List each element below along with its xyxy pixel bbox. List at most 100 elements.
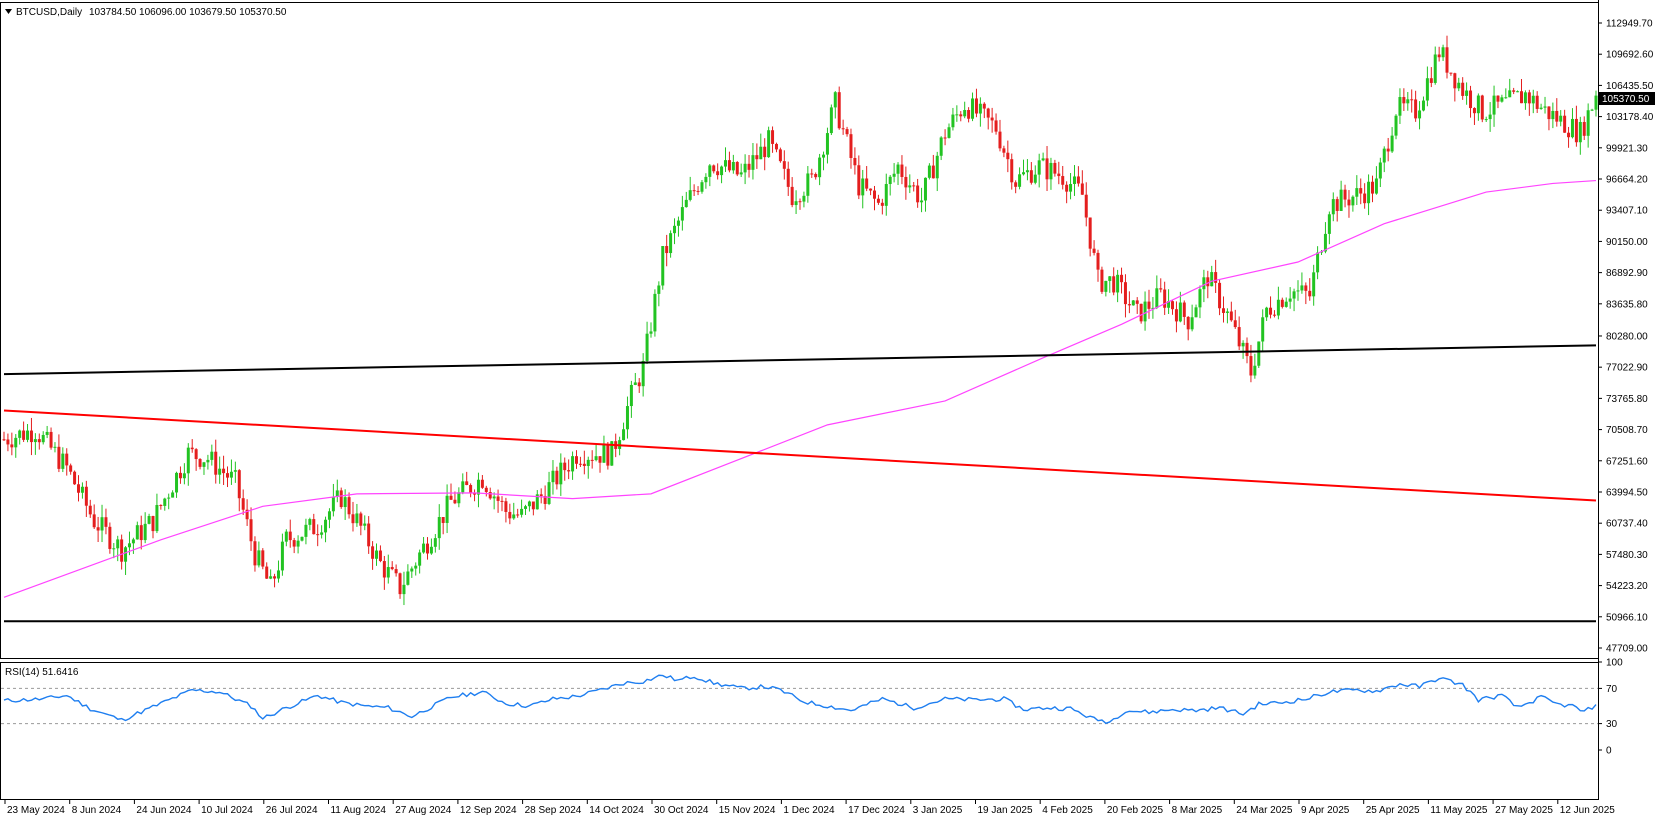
- candle-body: [778, 149, 782, 162]
- candle-body: [1029, 170, 1033, 183]
- candle-body: [469, 485, 473, 493]
- candle-body: [1339, 189, 1343, 211]
- candle-body: [461, 481, 465, 493]
- candle-body: [280, 541, 284, 571]
- candle-body: [594, 456, 598, 461]
- candle-body: [10, 444, 14, 448]
- header-triangle-icon[interactable]: [5, 9, 12, 14]
- candle-body: [1441, 47, 1445, 58]
- candle-body: [833, 92, 837, 108]
- candle-body: [888, 176, 892, 185]
- candle-body: [1229, 311, 1233, 321]
- candle-body: [249, 519, 253, 542]
- candle-body: [480, 479, 484, 488]
- candle-body: [1194, 307, 1198, 318]
- candle-body: [622, 429, 626, 441]
- candle-body: [131, 539, 135, 544]
- candle-body: [669, 233, 673, 254]
- candle-body: [1269, 307, 1273, 315]
- candle-body: [680, 207, 684, 221]
- rsi-tick-label: 70: [1606, 684, 1618, 695]
- candle-body: [171, 492, 175, 498]
- y-tick-label: 99921.30: [1606, 143, 1648, 154]
- candle-body: [1308, 290, 1312, 297]
- rsi-line: [3, 674, 1597, 725]
- candle-body: [1437, 54, 1441, 58]
- x-tick-label: 25 Apr 2025: [1366, 805, 1420, 816]
- trendline-black[interactable]: [3, 344, 1597, 376]
- candle-body: [92, 514, 96, 528]
- candle-body: [1582, 121, 1586, 136]
- candle-body: [829, 107, 833, 134]
- candle-body: [245, 509, 249, 520]
- candle-body: [402, 584, 406, 595]
- candle-body: [574, 456, 578, 464]
- rsi-tick-label: 100: [1606, 658, 1623, 669]
- price-badge-text: 105370.50: [1602, 94, 1650, 105]
- candle-body: [1112, 276, 1116, 293]
- y-tick-label: 54223.20: [1606, 581, 1648, 592]
- candle-body: [22, 430, 26, 440]
- candle-body: [551, 470, 555, 483]
- candle-body: [1206, 277, 1210, 287]
- candle-body: [77, 484, 81, 493]
- y-tick-label: 109692.60: [1606, 50, 1654, 61]
- candle-body: [582, 463, 586, 466]
- candle-body: [1092, 248, 1096, 253]
- candle-body: [1351, 196, 1355, 206]
- candle-body: [1496, 95, 1500, 102]
- candle-body: [849, 134, 853, 158]
- x-tick-label: 11 May 2025: [1430, 805, 1488, 816]
- candle-body: [437, 517, 441, 539]
- candle-body: [1386, 148, 1390, 152]
- y-tick-label: 73765.80: [1606, 394, 1648, 405]
- x-tick-label: 8 Mar 2025: [1172, 805, 1223, 816]
- candle-body: [743, 163, 747, 173]
- candle-body: [367, 523, 371, 547]
- candle-body: [559, 462, 563, 485]
- candle-body: [955, 114, 959, 116]
- moving-average-line: [3, 179, 1597, 598]
- candle-body: [320, 532, 324, 535]
- candle-body: [1574, 118, 1578, 143]
- candle-body: [994, 120, 998, 132]
- candle-body: [155, 504, 159, 532]
- candle-body: [116, 539, 120, 549]
- candle-body: [923, 177, 927, 201]
- candle-body: [206, 459, 210, 463]
- candle-body: [967, 110, 971, 119]
- candle-body: [531, 501, 535, 510]
- candle-body: [825, 133, 829, 155]
- candle-body: [135, 525, 139, 540]
- candle-body: [1480, 95, 1484, 120]
- ohlc-label: 103784.50 106096.00 103679.50 105370.50: [89, 7, 287, 18]
- candle-body: [1543, 106, 1547, 108]
- candle-body: [657, 285, 661, 294]
- candle-body: [814, 174, 818, 178]
- candle-body: [1002, 148, 1006, 153]
- candle-body: [2, 439, 6, 441]
- candle-body: [1508, 90, 1512, 98]
- candle-body: [1237, 327, 1241, 347]
- candle-body: [425, 543, 429, 554]
- candle-body: [1233, 320, 1237, 328]
- trendline-red[interactable]: [3, 409, 1597, 502]
- x-tick-label: 12 Jun 2025: [1560, 805, 1615, 816]
- candle-body: [1578, 121, 1582, 143]
- candle-body: [1504, 97, 1508, 99]
- candle-body: [37, 439, 41, 443]
- candle-body: [386, 567, 390, 578]
- candle-body: [1143, 301, 1147, 322]
- candle-body: [382, 561, 386, 578]
- candle-body: [496, 496, 500, 501]
- candle-body: [390, 567, 394, 570]
- candle-body: [1406, 99, 1410, 104]
- candle-body: [1076, 176, 1080, 184]
- candle-body: [371, 546, 375, 559]
- x-tick-label: 26 Jul 2024: [266, 805, 318, 816]
- candle-body: [6, 439, 10, 445]
- candle-body: [312, 519, 316, 535]
- candle-body: [339, 490, 343, 508]
- candle-body: [727, 160, 731, 171]
- candle-body: [182, 473, 186, 479]
